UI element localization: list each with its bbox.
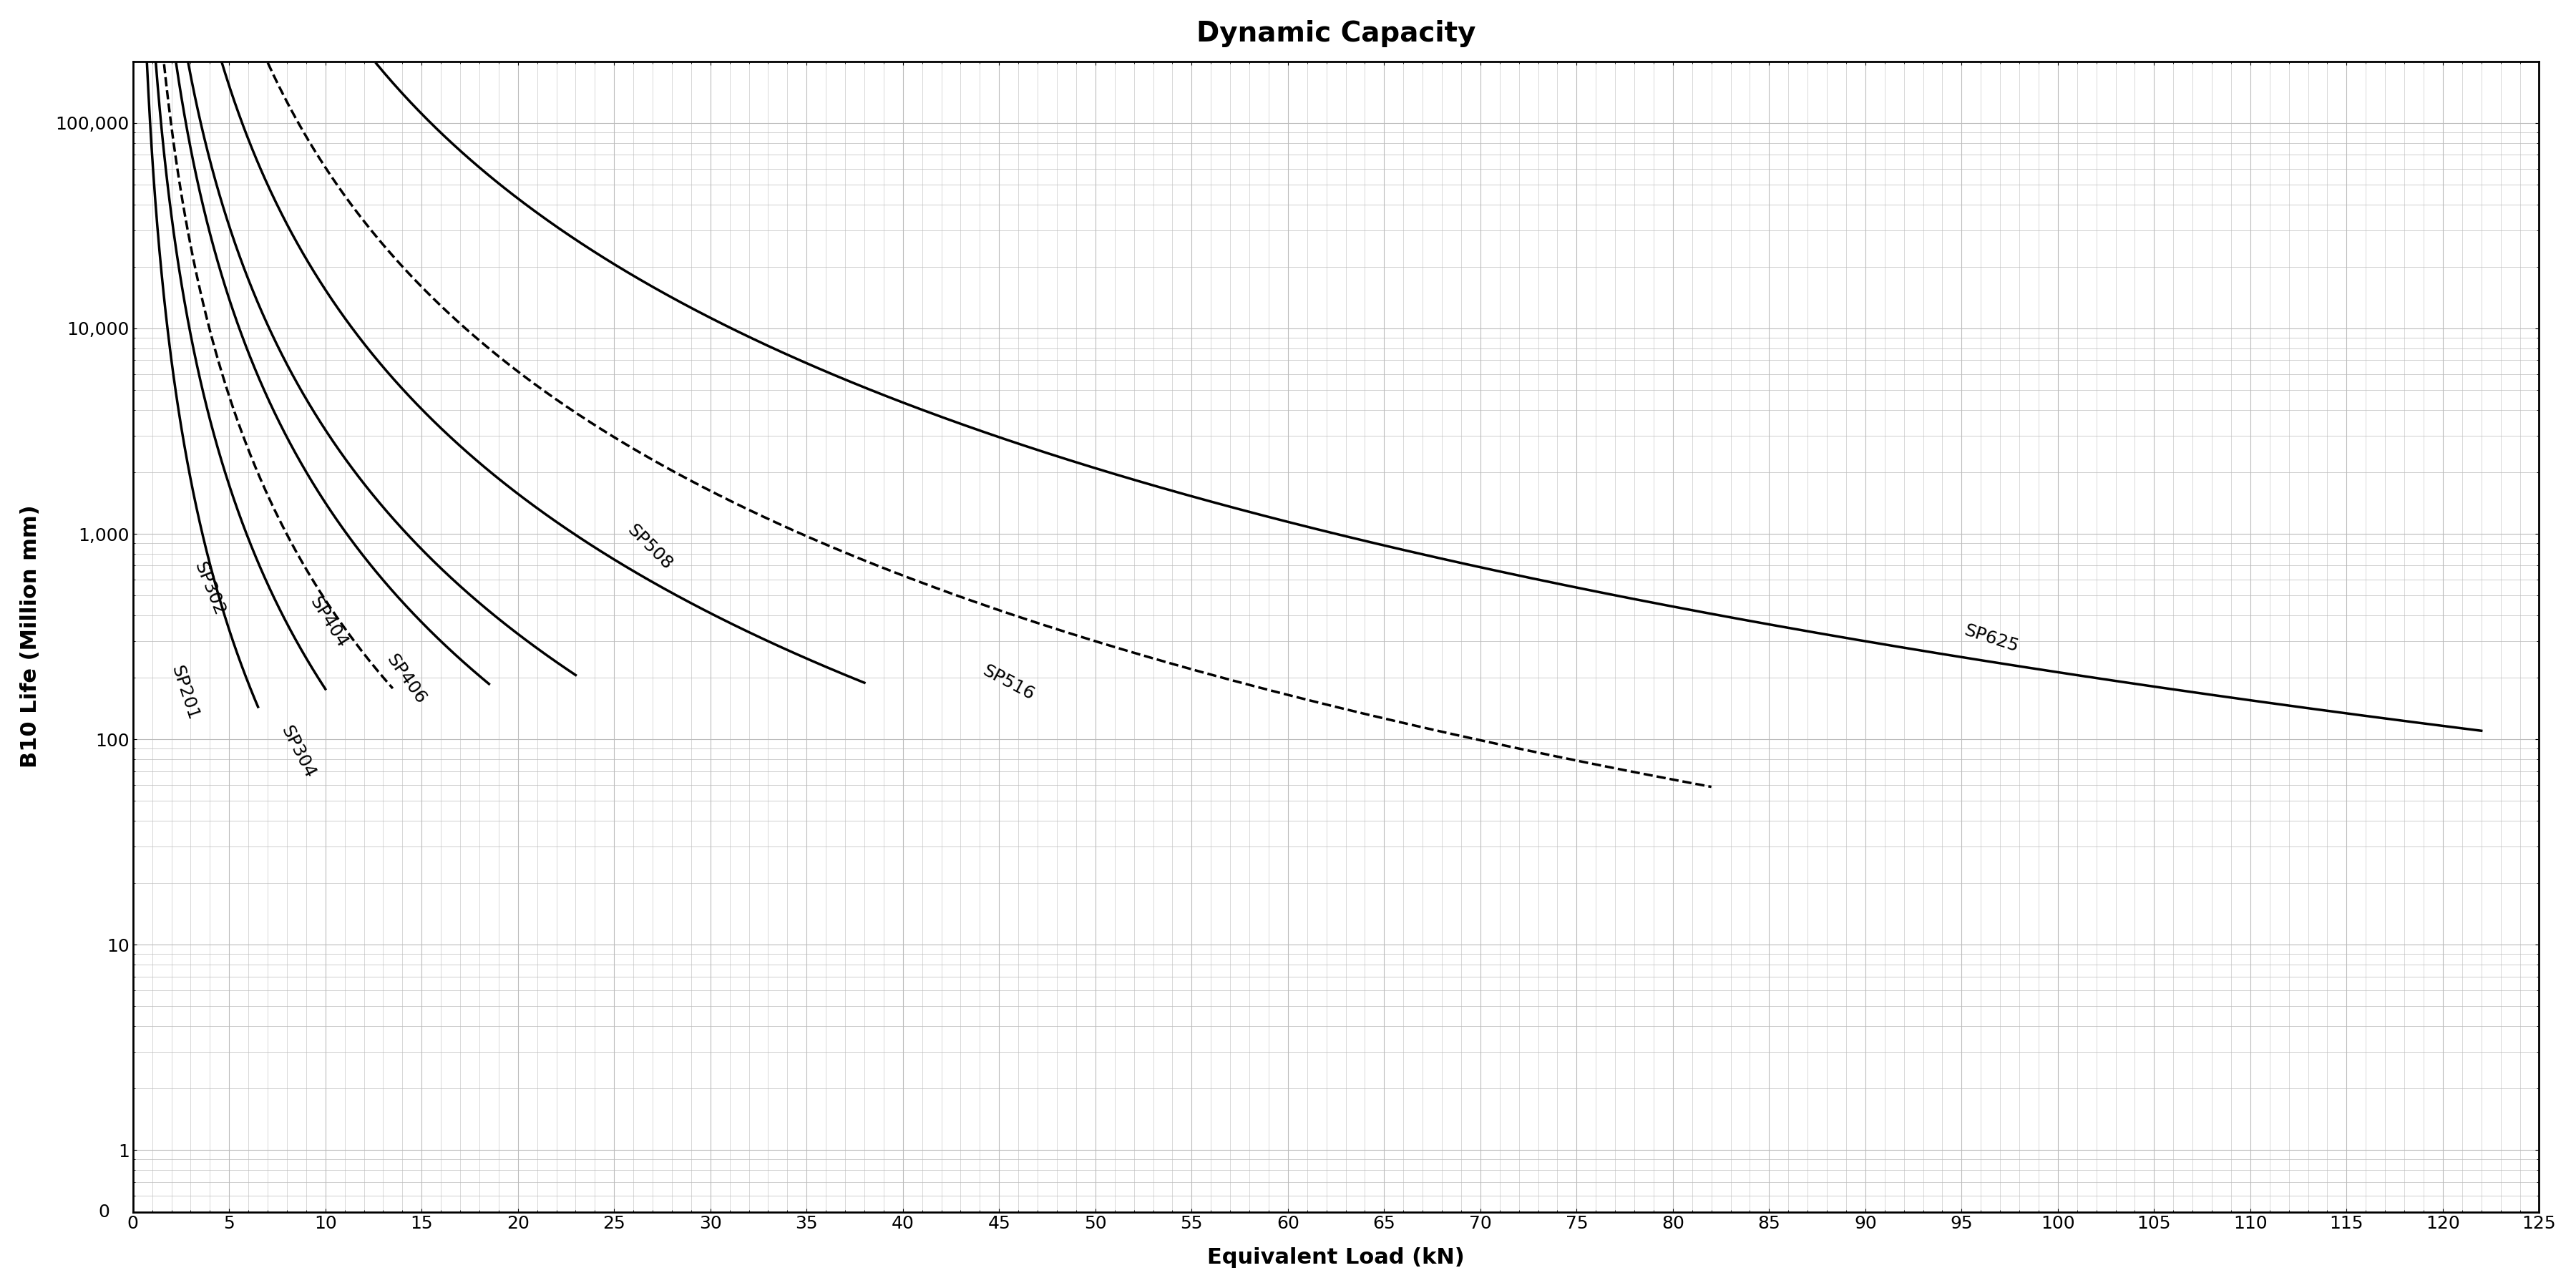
Title: Dynamic Capacity: Dynamic Capacity [1195, 19, 1476, 48]
Text: SP516: SP516 [979, 662, 1038, 703]
Text: SP304: SP304 [278, 723, 319, 781]
Text: SP625: SP625 [1960, 622, 2020, 656]
Text: SP406: SP406 [384, 652, 430, 707]
Text: SP508: SP508 [623, 522, 675, 573]
Text: SP404: SP404 [307, 594, 350, 650]
Text: SP302: SP302 [191, 559, 227, 618]
Text: SP201: SP201 [167, 663, 201, 723]
X-axis label: Equivalent Load (kN): Equivalent Load (kN) [1208, 1247, 1466, 1269]
Y-axis label: B10 Life (Million mm): B10 Life (Million mm) [21, 505, 41, 768]
Text: 0: 0 [98, 1203, 111, 1221]
